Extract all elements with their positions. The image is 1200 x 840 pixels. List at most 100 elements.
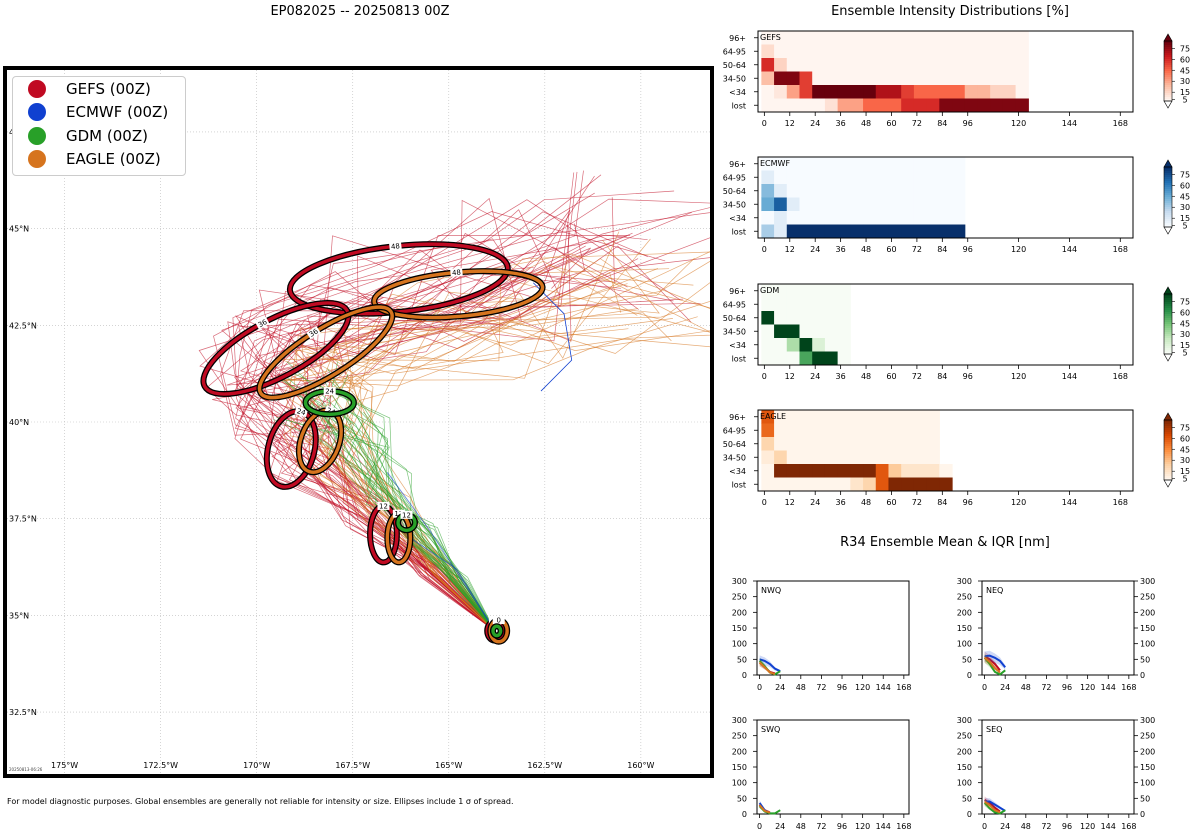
r34-ytick-label-inner: 0 [967,671,972,680]
heatmap-cell [837,224,851,239]
heatmap-cell [786,284,801,298]
heatmap-cell [952,71,966,86]
heatmap-cell [837,197,851,212]
r34-xtick-label: 96 [837,683,847,692]
heatmap-cell [812,98,826,113]
colorbar-segment [1164,195,1172,198]
r34-quadrant-label: SEQ [986,725,1002,734]
heatmap-cell [926,211,940,225]
heatmap-cell [977,71,991,86]
heatmap-cell [850,184,864,198]
r34-ytick-label: 0 [742,671,747,680]
r34-ytick-label-inner: 100 [957,779,972,788]
colorbar-extend-top [1163,33,1173,42]
heatmap-cell [964,44,979,59]
r34-xtick-label: 24 [775,822,785,831]
colorbar-segment [1164,81,1172,84]
heatmap-cell [926,450,940,465]
colorbar-tick-label: 30 [1180,330,1190,339]
r34-panel-swq: SWQ 0 24 48 72 96 120 144 168 0 50 100 150 200 250 300 [732,716,912,831]
r34-xtick-label: 24 [1000,822,1010,831]
legend-swatch-ecmwf [28,103,46,122]
r34-ytick-label: 300 [1140,577,1155,586]
colorbar-segment [1164,51,1172,54]
heatmap-cell [901,31,915,45]
heatmap-cell [837,423,851,438]
r34-mean-eagle [758,661,776,676]
heatmap-cell [799,297,813,312]
map-lon-label: 172.5°W [143,761,178,770]
heatmap-cell [799,338,813,352]
r34-quadrant-label: SWQ [761,725,780,734]
colorbar-segment [1164,444,1172,447]
heatmap-cell [952,197,966,212]
heatmap-cell [799,98,813,113]
heatmap-row-label: 64-95 [723,173,746,182]
heatmap-cell [774,71,788,86]
colorbar-segment [1164,169,1172,172]
heatmap-cell [990,98,1004,113]
map-lat-label: 42.5°N [9,321,37,330]
heatmap-xtick-label: 12 [785,245,795,254]
colorbar-segment [1164,346,1172,349]
heatmap-cell [913,410,928,424]
heatmap-cell [913,437,928,451]
map-lat-label: 40°N [9,418,29,427]
heatmap-cell [1015,58,1029,72]
heatmap-cell [875,85,890,99]
heatmap-cell [799,157,813,171]
colorbar-segment [1164,430,1172,433]
heatmap-cell [926,423,940,438]
heatmap-cell [837,85,851,99]
heatmap-cell [812,284,826,298]
heatmap-cell [939,184,953,198]
heatmap-cell [799,410,813,424]
r34-ytick-label: 50 [1140,655,1150,664]
heatmap-cell [850,437,864,451]
heatmap-cell [990,44,1004,59]
heatmap-cell [786,423,801,438]
colorbar-segment [1164,310,1172,313]
colorbar-segment [1164,221,1172,224]
heatmap-cell [837,351,851,366]
legend-swatch-eagle [28,150,46,169]
heatmap-row-label: lost [732,354,746,363]
colorbar-tick-label: 15 [1180,467,1190,476]
heatmap-cell [1015,31,1029,45]
colorbar-segment [1164,452,1172,455]
heatmap-cell [824,410,839,424]
heatmap-cell [888,224,902,239]
heatmap-cell [939,224,953,239]
track-map-panel: 175°W 172.5°W 170°W 167.5°W 165°W 162.5°W 160°… [3,66,714,778]
model-legend: GEFS (00Z) ECMWF (00Z) GDM (00Z) EAGLE (… [12,76,186,176]
colorbar-segment [1164,175,1172,178]
heatmap-cell [812,351,826,366]
colorbar-segment [1164,87,1172,90]
colorbar-tick-label: 75 [1180,170,1190,179]
colorbar-frame [1163,293,1173,355]
heatmap-cell [913,170,928,185]
heatmap-cell [939,197,953,212]
colorbar-tick-label: 75 [1180,297,1190,306]
heatmap-cell [863,58,877,72]
colorbar-segment [1164,322,1172,325]
colorbar-segment [1164,464,1172,467]
heatmap-cell [939,44,953,59]
heatmap-cell [761,477,775,492]
colorbar-extend-bottom [1163,353,1173,362]
heatmap-cell [888,423,902,438]
map-lon-label: 170°W [243,761,270,770]
r34-xtick-label: 120 [855,683,870,692]
heatmap-xtick-label: 48 [861,119,871,128]
heatmap-cell [952,44,966,59]
heatmap-cell [837,284,851,298]
r34-xtick-label: 120 [1080,683,1095,692]
colorbar-tick-label: 30 [1180,203,1190,212]
r34-xtick-label: 168 [896,822,911,831]
r34-mean-gefs [984,655,1001,671]
colorbar-segment [1164,59,1172,62]
colorbar-segment [1164,93,1172,96]
run-stamp: 20250813-06:26 [9,767,43,772]
heatmap-cell [850,423,864,438]
heatmap-cell [863,157,877,171]
